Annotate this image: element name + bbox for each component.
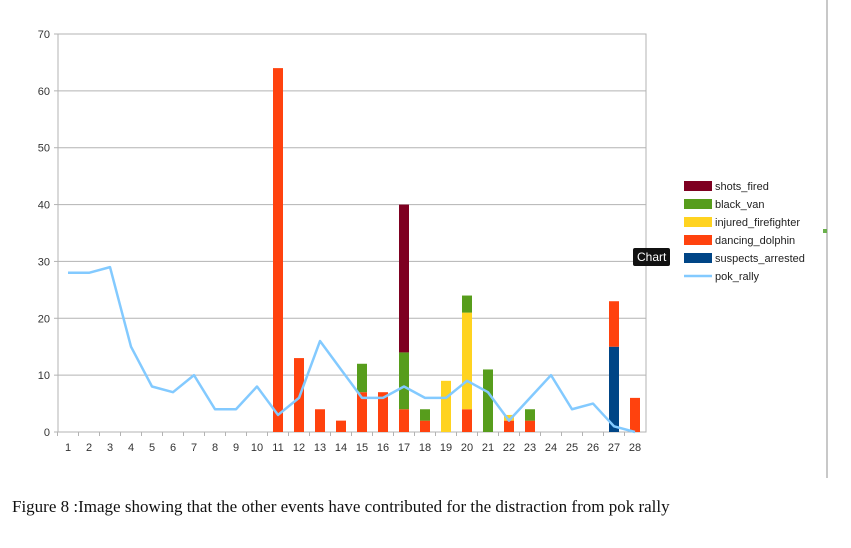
gridlines — [57, 33, 647, 433]
bar-dancing-dolphin — [336, 420, 346, 432]
legend-label: shots_fired — [715, 181, 769, 193]
y-tick-label: 70 — [38, 29, 50, 41]
bar-injured-firefighter — [462, 312, 472, 410]
legend-label: black_van — [715, 199, 765, 211]
bar-black-van — [462, 295, 472, 313]
x-tick-label: 9 — [233, 442, 239, 454]
x-tick-label: 14 — [335, 442, 347, 454]
x-tick-label: 12 — [293, 442, 305, 454]
bar-injured-firefighter — [441, 380, 451, 432]
y-tick-label: 10 — [38, 370, 50, 382]
legend-label: pok_rally — [715, 271, 760, 283]
bar-dancing-dolphin — [462, 409, 472, 432]
bar-dancing-dolphin — [630, 397, 640, 432]
x-tick-label: 11 — [272, 442, 283, 454]
x-tick-label: 19 — [440, 442, 452, 454]
bar-black-van — [525, 409, 535, 421]
legend-label: injured_firefighter — [715, 217, 800, 229]
line-pok-rally — [68, 265, 636, 434]
bar-dancing-dolphin — [525, 420, 535, 432]
x-tick-label: 7 — [191, 442, 197, 454]
y-tick-label: 50 — [38, 143, 50, 155]
x-tick-label: 4 — [128, 442, 134, 454]
bar-suspects-arrested — [609, 346, 619, 432]
bar-black-van — [357, 363, 367, 393]
pok-rally-line — [67, 265, 636, 434]
bar-dancing-dolphin — [399, 409, 409, 432]
x-tick-label: 16 — [377, 442, 389, 454]
x-tick-label: 5 — [149, 442, 155, 454]
x-tick-label: 1 — [65, 442, 71, 454]
x-tick-label: 17 — [398, 442, 410, 454]
x-tick-label: 24 — [545, 442, 557, 454]
bar-dancing-dolphin — [504, 420, 514, 432]
legend: shots_fired black_van injured_firefighterd… — [684, 181, 805, 283]
bar-black-van — [483, 369, 493, 432]
legend-label: dancing_dolphin — [715, 235, 795, 247]
chart-tooltip: Chart — [633, 248, 671, 266]
legend-label: suspects_arrested — [715, 253, 805, 265]
legend-swatch — [684, 199, 712, 209]
x-tick-label: 2 — [86, 442, 92, 454]
bar-dancing-dolphin — [357, 392, 367, 432]
bar-dancing-dolphin — [378, 392, 388, 432]
y-axis: 0 10 20 30 40 50 60 70 — [38, 29, 58, 439]
y-tick-label: 60 — [38, 86, 50, 98]
x-tick-label: 25 — [566, 442, 578, 454]
bar-dancing-dolphin — [609, 301, 619, 347]
bar-shots-fired — [399, 204, 409, 353]
x-tick-label: 22 — [503, 442, 515, 454]
x-tick-label: 21 — [482, 442, 494, 454]
x-tick-label: 28 — [629, 442, 641, 454]
bar-black-van — [420, 409, 430, 421]
x-tick-label: 6 — [170, 442, 176, 454]
panel-divider — [826, 0, 828, 478]
plot-area — [57, 33, 647, 433]
x-axis: 1 2 3 4 5 6 7 8 9 10 11 12 13 14 15 16 17 18 19 20 21 22 23 24 2… — [57, 432, 641, 454]
x-tick-label: 3 — [107, 442, 113, 454]
bar-dancing-dolphin — [420, 420, 430, 432]
figure-caption: Figure 8 :Image showing that the other e… — [12, 497, 670, 516]
resize-handle[interactable] — [823, 229, 827, 233]
legend-swatch — [684, 181, 712, 191]
x-tick-label: 26 — [587, 442, 599, 454]
x-tick-label: 8 — [212, 442, 218, 454]
y-tick-label: 0 — [44, 427, 50, 439]
bar-injured-firefighter — [504, 414, 514, 421]
bar-black-van — [399, 352, 409, 410]
legend-swatch — [684, 235, 712, 245]
x-tick-label: 27 — [608, 442, 620, 454]
y-tick-label: 20 — [38, 313, 50, 325]
x-tick-label: 23 — [524, 442, 536, 454]
bars — [273, 68, 640, 432]
bar-dancing-dolphin — [273, 68, 283, 432]
x-tick-label: 10 — [251, 442, 263, 454]
x-tick-label: 20 — [461, 442, 473, 454]
legend-swatch — [684, 217, 712, 227]
legend-swatch — [684, 253, 712, 263]
y-tick-label: 40 — [38, 200, 50, 212]
x-tick-label: 13 — [314, 442, 326, 454]
x-tick-label: 15 — [356, 442, 368, 454]
x-tick-label: 18 — [419, 442, 431, 454]
y-tick-label: 30 — [38, 256, 50, 268]
bar-dancing-dolphin — [315, 409, 325, 432]
